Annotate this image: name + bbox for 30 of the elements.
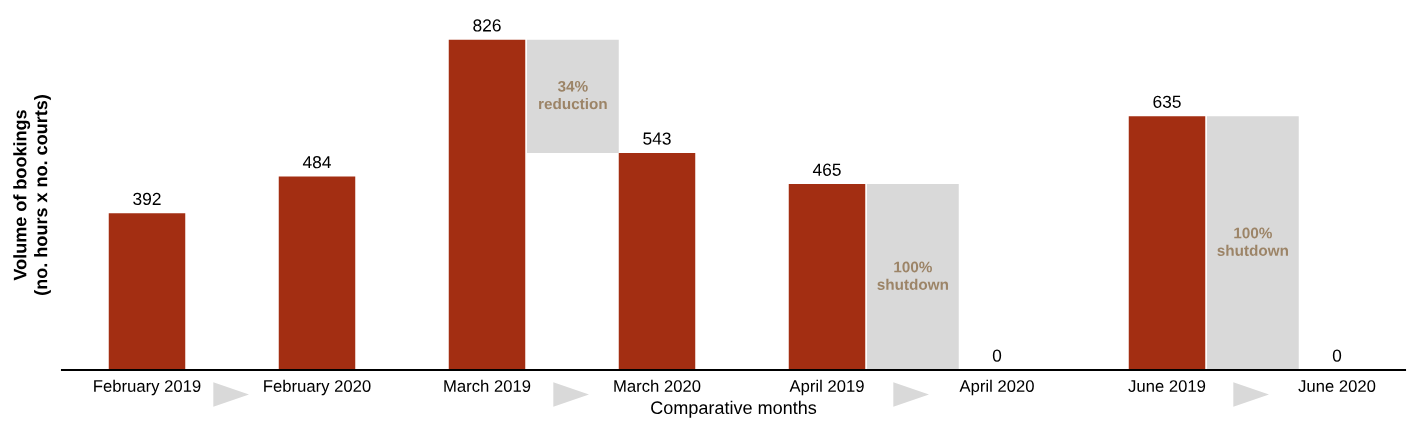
bar [526,39,619,153]
data-label: 0 [1332,349,1342,362]
bar [788,184,866,370]
annotation: 100% shutdown [877,261,948,290]
bar [1206,116,1299,370]
data-label: 0 [992,349,1002,362]
x-tick-label: April 2020 [959,379,1034,396]
bar [1128,116,1206,370]
x-tick-label: February 2019 [94,379,201,396]
x-tick-label: March 2020 [614,379,701,392]
data-label: 635 [1153,95,1181,108]
x-tick-label: March 2019 [444,379,531,392]
bar [618,152,696,370]
annotation: 34% reduction [539,80,607,110]
x-tick-label: February 2020 [264,379,371,396]
x-tick-label: June 2019 [1128,380,1206,392]
bar [448,39,526,370]
data-label: 465 [812,163,841,176]
x-tick-label: April 2019 [789,379,864,396]
data-label: 826 [473,19,501,32]
bar [108,213,186,370]
annotation: 100% shutdown [1217,227,1288,256]
data-label: 484 [302,156,331,169]
y-axis-title: Volume of bookings (no. hours x no. courts) [13,95,51,295]
bar [278,176,356,370]
data-label: 543 [643,132,671,145]
x-axis-title: Comparative months [651,400,817,418]
data-label: 392 [133,192,161,206]
x-tick-label: June 2020 [1298,380,1376,392]
bar [866,184,959,370]
